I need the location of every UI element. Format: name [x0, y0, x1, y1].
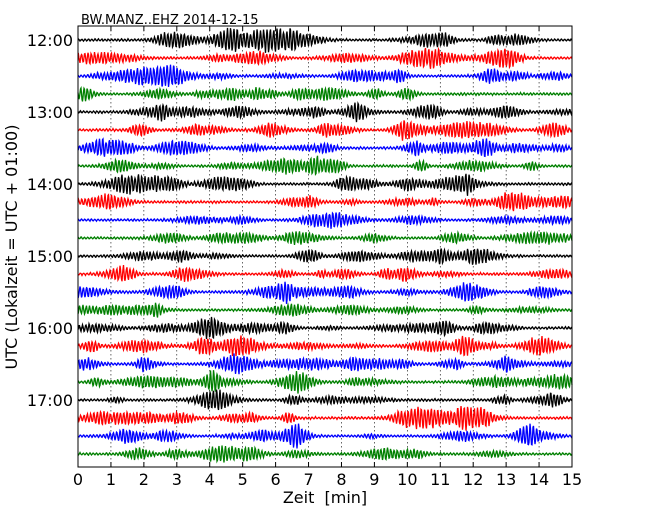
x-tick-label: 10: [397, 470, 417, 489]
x-tick-label: 5: [238, 470, 248, 489]
x-axis-ticks: 0 1 2 3 4 5 6 7 8 9 10 11 12 13 14 15: [73, 26, 582, 489]
x-tick-label: 4: [205, 470, 215, 489]
x-tick-label: 9: [369, 470, 379, 489]
x-tick-label: 15: [562, 470, 582, 489]
y-tick-label: 15:00: [27, 247, 73, 266]
y-axis-ticks: 12:00 13:00 14:00 15:00 16:00 17:00: [27, 31, 572, 410]
y-tick-label: 17:00: [27, 391, 73, 410]
trace-17:00: [77, 389, 573, 411]
trace-16:45: [77, 370, 573, 394]
x-axis-label: Zeit [min]: [283, 488, 367, 507]
trace-16:30: [77, 353, 573, 375]
y-tick-label: 16:00: [27, 319, 73, 338]
trace-15:00: [77, 247, 573, 266]
trace-17:15: [77, 405, 573, 431]
trace-12:45: [77, 85, 573, 102]
x-tick-label: 14: [529, 470, 549, 489]
seismogram-traces: [77, 27, 573, 464]
x-grid: [110, 26, 540, 467]
trace-14:45: [77, 229, 573, 245]
trace-14:00: [77, 173, 573, 196]
trace-14:30: [77, 211, 573, 229]
trace-13:30: [77, 137, 573, 158]
trace-15:15: [77, 265, 573, 283]
x-tick-label: 11: [430, 470, 450, 489]
trace-13:00: [77, 100, 573, 123]
plot-frame: [77, 25, 573, 468]
x-tick-label: 7: [303, 470, 313, 489]
x-tick-label: 12: [463, 470, 483, 489]
x-tick-label: 6: [271, 470, 281, 489]
y-tick-label: 12:00: [27, 31, 73, 50]
trace-12:00: [77, 27, 573, 53]
trace-16:15: [77, 335, 573, 357]
trace-17:30: [77, 423, 573, 449]
trace-15:30: [77, 281, 573, 304]
y-axis-label: UTC (Lokalzeit = UTC + 01:00): [2, 125, 21, 370]
trace-15:45: [77, 302, 573, 318]
trace-13:45: [77, 155, 573, 177]
trace-17:45: [77, 445, 573, 464]
trace-16:00: [77, 316, 573, 340]
x-tick-label: 0: [73, 470, 83, 489]
y-tick-label: 13:00: [27, 103, 73, 122]
chart-title: BW.MANZ..EHZ 2014-12-15: [81, 13, 259, 28]
x-tick-label: 2: [139, 470, 149, 489]
trace-14:15: [77, 192, 573, 212]
x-tick-label: 1: [106, 470, 116, 489]
x-tick-label: 3: [172, 470, 182, 489]
trace-12:15: [77, 46, 573, 70]
trace-12:30: [77, 64, 573, 87]
trace-13:15: [77, 120, 573, 141]
y-tick-label: 14:00: [27, 175, 73, 194]
x-tick-label: 8: [336, 470, 346, 489]
x-tick-label: 13: [496, 470, 516, 489]
